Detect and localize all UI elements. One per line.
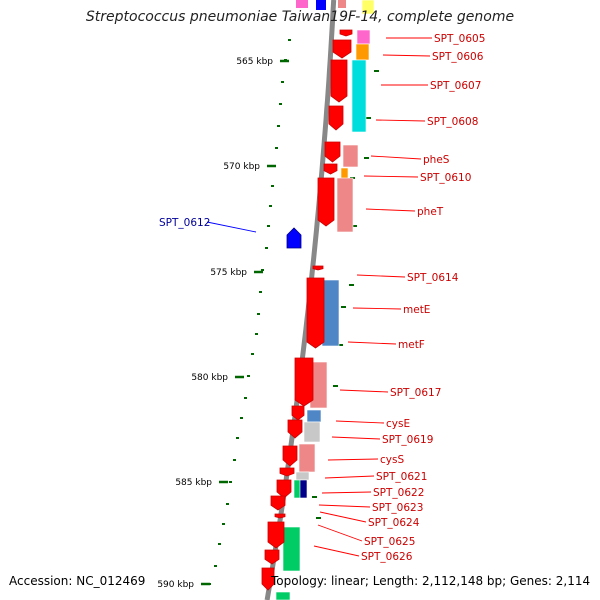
leader-line [319,511,367,523]
scale-label: 585 kbp [175,478,212,488]
genes-layer [261,0,353,591]
leader-line [382,54,431,57]
gene-label: SPT_0626 [361,551,413,563]
gene-forward-arrow [274,513,286,519]
gene-forward-arrow [306,277,325,349]
scale-label: 565 kbp [236,57,273,67]
gene-label: SPT_0624 [368,517,420,529]
cog-bar [295,471,310,481]
gene-forward-arrow [323,163,338,175]
leader-line [335,420,385,424]
ticks-layer: 565 kbp 570 kbp 575 kbp 580 kbp 585 kbp 590 k… [157,39,379,590]
cog-bar [342,144,359,168]
gene-fragment [338,0,346,8]
gene-forward-arrow [312,265,324,271]
topology-text: Topology: linear; Length: 2,112,148 bp; … [271,574,591,588]
gene-forward-arrow [291,405,305,421]
gene-forward-arrow [279,467,295,477]
gene-forward-arrow [324,141,341,163]
cog-bar [282,526,301,572]
gene-label: SPT_0625 [364,536,415,548]
leader-line [339,389,389,393]
cog-bar [299,479,308,499]
gene-label: SPT_0622 [373,487,424,499]
gene-forward-arrow [276,479,292,499]
gene-label: SPT_0623 [372,502,423,514]
gene-forward-arrow [267,521,285,549]
gene-label: pheT [417,206,444,218]
gene-forward-arrow [282,445,298,467]
gene-forward-arrow [264,549,280,565]
gene-label: SPT_0621 [376,471,427,483]
gene-label: SPT_0610 [420,172,471,184]
genome-title: Streptococcus pneumoniae Taiwan19F-14, c… [85,9,515,25]
leader-line [313,545,360,557]
gene-label: SPT_0606 [432,51,484,63]
leader-line [331,436,381,440]
accession-text: Accession: NC_012469 [9,574,146,588]
leader-line [365,208,416,212]
leader-line [327,458,379,461]
gene-label: SPT_0619 [382,434,433,446]
scale-label: 575 kbp [210,268,247,278]
cog-bar [275,591,291,600]
cog-bar [298,443,316,473]
gene-label: SPT_0617 [390,387,441,399]
leader-line [317,524,363,542]
gene-forward-arrow [287,419,303,439]
gene-label: SPT_0605 [434,33,485,45]
gene-forward-arrow [270,495,286,511]
cog-bar [355,43,370,61]
leader-line [324,475,375,479]
cog-bar [361,0,375,15]
leader-line [206,221,257,233]
leader-line [352,307,402,310]
gene-label: SPT_0608 [427,116,478,128]
scale-label: 590 kbp [157,580,194,590]
leader-line [375,119,426,122]
gene-label: SPT_0607 [430,80,481,92]
gene-fragment [316,0,326,10]
leader-line [321,491,372,494]
gene-forward-arrow [328,105,344,131]
gene-label: pheS [423,154,450,166]
labels-layer: SPT_0605 SPT_0606 SPT_0607 SPT_0608 pheS SPT_… [159,33,485,563]
cog-bar [306,409,322,423]
gene-fragment [296,0,308,8]
cog-bar [356,29,371,45]
gene-forward-arrow [339,29,353,37]
scale-label: 580 kbp [191,373,228,383]
gene-label: SPT_0614 [407,272,459,284]
cog-bar [321,279,340,347]
gene-forward-arrow [261,567,275,591]
gene-forward-arrow [332,39,352,59]
gene-reverse-arrow [286,227,302,249]
scale-label: 570 kbp [223,162,260,172]
gene-label: cysS [380,454,404,466]
gene-forward-arrow [330,59,348,103]
leader-line [363,175,419,178]
gene-forward-arrow [294,357,314,407]
cog-bar [351,59,367,133]
gene-label: cysE [386,418,410,430]
cog-bar [303,421,321,443]
leader-line [318,504,371,508]
gene-label: SPT_0612 [159,217,210,229]
leader-line [347,341,397,345]
cog-bar [336,177,354,233]
gene-forward-arrow [317,177,335,227]
leader-line [370,155,422,160]
cog-color-layer [275,0,375,600]
leader-line [356,274,406,278]
gene-label: metF [398,339,425,351]
gene-label: metE [403,304,430,316]
